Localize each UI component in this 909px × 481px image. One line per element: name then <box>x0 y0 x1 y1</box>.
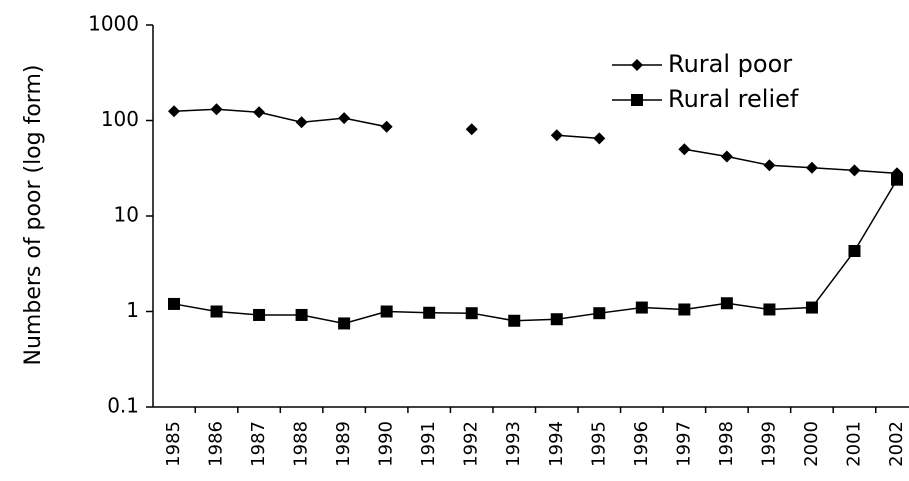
data-point <box>465 307 478 320</box>
y-axis-label: Numbers of poor (log form) <box>21 65 46 366</box>
x-tick-label: 1994 <box>546 421 567 467</box>
data-point <box>763 159 776 172</box>
data-point <box>848 164 861 177</box>
data-point <box>593 307 606 320</box>
x-tick-label: 1985 <box>163 421 184 467</box>
data-point <box>678 143 691 156</box>
y-tick-label: 1 <box>126 298 139 322</box>
x-tick-label: 1995 <box>588 421 609 467</box>
x-tick-label: 2002 <box>886 421 907 467</box>
x-tick-label: 1999 <box>758 421 779 467</box>
legend-marker <box>631 94 643 106</box>
data-point <box>168 105 180 118</box>
x-tick-label: 1993 <box>503 421 524 467</box>
data-point <box>763 303 776 316</box>
x-tick-label: 2000 <box>801 421 822 467</box>
x-tick-label: 1987 <box>248 421 269 467</box>
legend-marker <box>631 59 643 71</box>
x-tick-label: 1989 <box>333 421 354 467</box>
x-tick-label: 1996 <box>631 421 652 467</box>
data-point <box>550 313 563 326</box>
y-tick-label: 100 <box>101 107 139 131</box>
data-point <box>720 297 733 310</box>
data-point <box>593 132 606 145</box>
data-point <box>168 297 180 310</box>
data-point <box>380 120 393 133</box>
data-point <box>338 112 351 125</box>
y-tick-label: 0.1 <box>107 394 139 418</box>
data-point <box>295 308 308 321</box>
legend-label: Rural poor <box>668 50 792 78</box>
data-point <box>508 314 521 327</box>
x-tick-label: 1992 <box>461 421 482 467</box>
x-tick-label: 1998 <box>716 421 737 467</box>
data-point <box>380 305 393 318</box>
legend-label: Rural relief <box>668 85 799 113</box>
data-point <box>465 123 478 136</box>
data-point <box>423 306 436 319</box>
series-line <box>173 108 898 175</box>
data-point <box>550 129 563 142</box>
data-point <box>338 317 351 330</box>
data-point <box>253 106 266 119</box>
series-line <box>173 179 898 325</box>
data-point <box>891 173 904 186</box>
data-point <box>678 303 691 316</box>
data-point <box>805 301 818 314</box>
data-point <box>253 308 266 321</box>
x-tick-label: 1991 <box>418 421 439 467</box>
x-tick-label: 1990 <box>376 421 397 467</box>
data-point <box>848 245 861 258</box>
data-point <box>295 116 308 129</box>
x-tick-label: 2001 <box>843 421 864 467</box>
x-tick-label: 1997 <box>673 421 694 467</box>
y-tick-label: 10 <box>114 203 139 227</box>
data-point <box>210 103 223 116</box>
data-point <box>720 150 733 163</box>
data-point <box>210 305 223 318</box>
x-tick-label: 1986 <box>206 421 227 467</box>
data-point <box>635 301 648 314</box>
y-tick-label: 1000 <box>88 12 139 36</box>
x-tick-label: 1988 <box>291 421 312 467</box>
data-point <box>805 161 818 174</box>
